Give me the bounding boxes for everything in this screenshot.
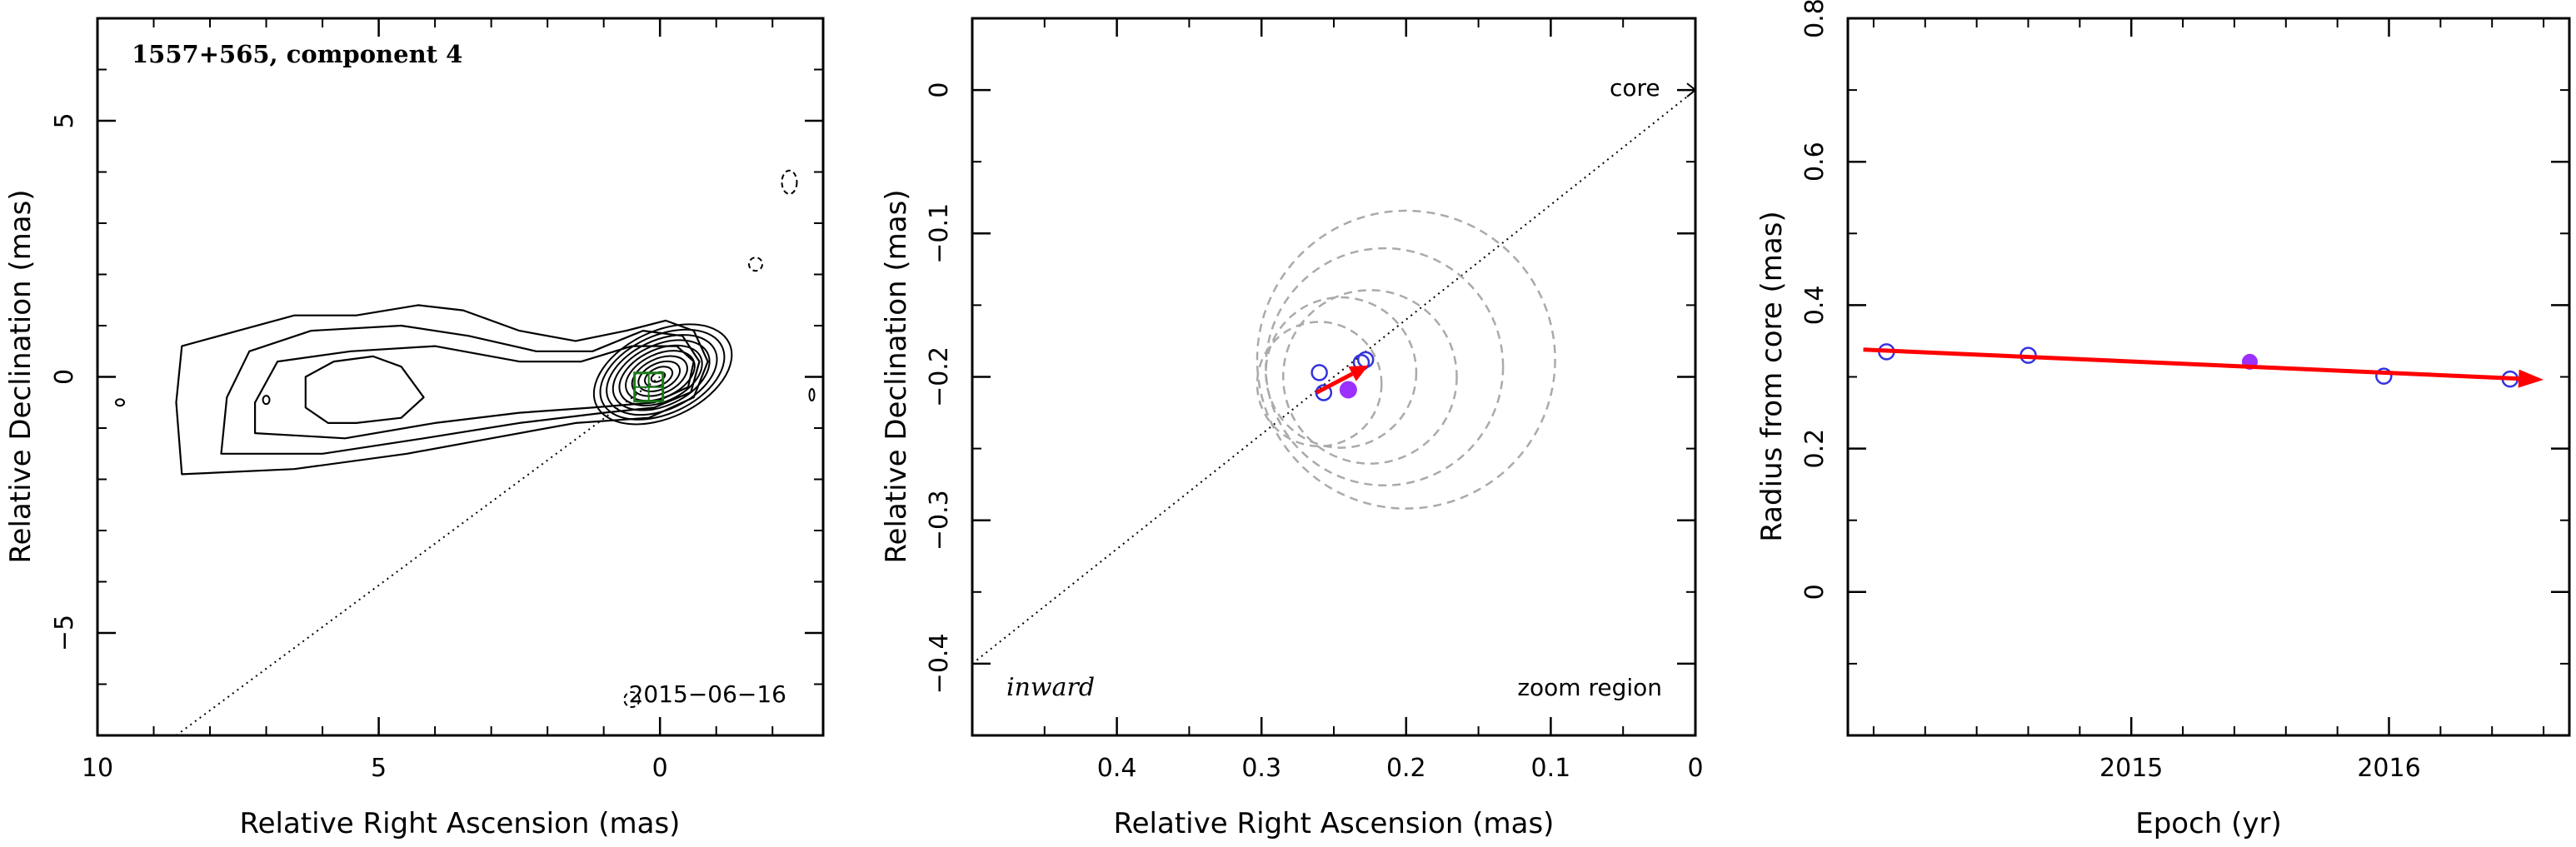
p1-y-axis-label: Relative Declination (mas)	[4, 189, 37, 563]
p1-plot-content	[115, 169, 816, 736]
p1-x-axis-label: Relative Right Ascension (mas)	[240, 807, 681, 840]
x-tick-label: 2015	[2099, 754, 2163, 783]
panel-contour-map: 10 5 0 −5 0 5 1557+565, component 4 2015−06−1…	[4, 17, 825, 840]
p2-motion-arrowhead	[1348, 365, 1369, 381]
p1-core-contour	[599, 328, 726, 421]
p1-core-contour	[592, 323, 733, 426]
p2-y-axis-label: Relative Declination (mas)	[880, 189, 913, 563]
p1-noise-contour	[623, 690, 641, 708]
p2-plot-content	[971, 82, 1697, 665]
p2-x-axis-label: Relative Right Ascension (mas)	[1114, 807, 1555, 840]
p2-inward-label: inward	[1006, 673, 1095, 702]
p2-ticks: 0.4 0.3 0.2 0.1 0 0 −0.1 −0.2 −0.3 −0.4	[925, 17, 1704, 783]
x-tick-label: 0.1	[1531, 754, 1571, 783]
p2-uncertainty-circle	[1256, 321, 1383, 448]
y-tick-label: 0.8	[1800, 0, 1830, 38]
p1-title: 1557+565, component 4	[132, 40, 462, 68]
p1-noise-contour	[747, 257, 763, 272]
y-tick-label: 0	[50, 369, 79, 385]
p1-noise-contour	[808, 388, 816, 402]
p2-direction-line	[971, 89, 1696, 665]
y-tick-label: −0.2	[925, 346, 954, 407]
y-tick-label: 0.2	[1800, 429, 1830, 469]
p3-data-point	[2375, 367, 2393, 385]
p1-core-contour	[612, 339, 711, 411]
x-tick-label: 0.4	[1097, 754, 1137, 783]
p2-data-point	[1315, 384, 1333, 401]
p2-zoom-label: zoom region	[1517, 674, 1662, 701]
p2-uncertainty-circle	[1256, 209, 1556, 510]
p1-core-contour	[631, 355, 688, 397]
y-tick-label: −5	[50, 615, 79, 651]
p1-contour	[304, 355, 425, 424]
p2-data-point	[1356, 351, 1375, 369]
p2-mean-point	[1339, 381, 1357, 399]
p2-uncertainty-circle	[1265, 296, 1418, 449]
y-tick-label: 0	[1800, 584, 1830, 600]
x-tick-label: 0.2	[1386, 754, 1426, 783]
y-tick-label: −0.1	[925, 203, 954, 264]
x-tick-label: 2016	[2357, 754, 2420, 783]
y-tick-label: 0.4	[1800, 286, 1830, 326]
y-tick-label: 5	[50, 112, 79, 128]
p3-plot-content	[1863, 343, 2544, 388]
p3-fit-arrowhead	[2518, 369, 2544, 388]
p3-y-axis-label: Radius from core (mas)	[1755, 211, 1789, 541]
x-tick-label: 0	[1687, 754, 1703, 783]
p1-ticks: 10 5 0 −5 0 5	[50, 17, 823, 783]
p1-noise-contour	[262, 395, 271, 406]
p2-uncertainty-circle	[1265, 247, 1505, 487]
p1-contour	[175, 304, 709, 476]
x-tick-label: 0.3	[1241, 754, 1281, 783]
p2-data-point	[1310, 364, 1328, 381]
x-tick-label: 0	[652, 754, 668, 783]
y-tick-label: −0.3	[925, 490, 954, 551]
p3-ticks: 2015 2016 0 0.2 0.4 0.6 0.8	[1800, 0, 2569, 783]
p1-frame	[96, 17, 825, 737]
p3-fit-arrow	[1863, 347, 2519, 381]
panel-radius-vs-epoch: 2015 2016 0 0.2 0.4 0.6 0.8 Epoch (yr) Radius …	[1755, 0, 2571, 840]
panel-zoom-region: 0.4 0.3 0.2 0.1 0 0 −0.1 −0.2 −0.3 −0.4 core inwa…	[880, 17, 1704, 840]
p1-core-contour	[606, 334, 718, 416]
p1-noise-contour	[781, 169, 798, 195]
p1-direction-line	[175, 376, 661, 736]
p1-core-contour	[625, 350, 696, 402]
p1-epoch-label: 2015−06−16	[629, 680, 786, 708]
p1-core-contour	[618, 344, 703, 406]
p3-x-axis-label: Epoch (yr)	[2135, 807, 2282, 840]
x-tick-label: 10	[82, 754, 113, 783]
y-tick-label: −0.4	[925, 633, 954, 694]
y-tick-label: 0	[925, 82, 954, 98]
x-tick-label: 5	[371, 754, 387, 783]
p2-uncertainty-circle	[1281, 289, 1458, 465]
p2-core-label: core	[1610, 74, 1660, 102]
p1-noise-contour	[115, 398, 126, 407]
y-tick-label: 0.6	[1800, 142, 1830, 182]
p2-motion-arrow	[1315, 371, 1354, 395]
p1-core-contour	[637, 360, 681, 392]
